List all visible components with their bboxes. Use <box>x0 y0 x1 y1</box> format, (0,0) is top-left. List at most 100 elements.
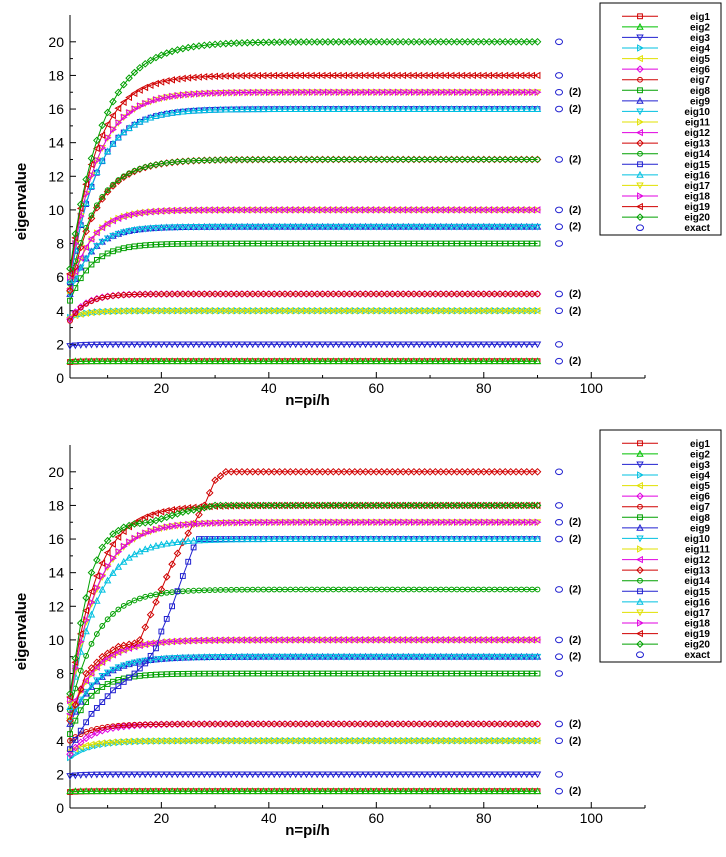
data-point-eig18 <box>513 88 520 96</box>
data-point-eig16 <box>125 553 133 561</box>
data-point-eig3 <box>410 771 418 779</box>
data-point-eig10 <box>474 653 483 661</box>
data-point-eig18 <box>421 518 429 526</box>
data-point-eig10 <box>351 223 359 231</box>
data-point-eig7 <box>330 721 337 727</box>
legend-marker-eig7 <box>637 503 643 510</box>
data-point-eig2 <box>286 787 295 795</box>
data-point-eig14 <box>432 586 439 593</box>
data-point-eig19 <box>162 506 170 515</box>
data-point-eig14 <box>378 586 385 593</box>
x-tick-label: 100 <box>580 810 604 826</box>
data-point-eig16 <box>259 105 268 113</box>
data-point-eig10 <box>415 653 424 661</box>
data-point-eig7 <box>255 291 261 297</box>
data-point-eig3 <box>528 341 536 349</box>
data-point-eig10 <box>265 653 273 661</box>
data-point-eig3 <box>200 341 209 349</box>
data-point-eig7 <box>502 291 509 297</box>
data-point-eig12 <box>135 641 143 650</box>
data-point-eig16 <box>238 105 246 113</box>
data-point-eig14 <box>518 586 525 593</box>
data-point-eig8 <box>303 670 310 677</box>
data-point-eig2 <box>410 787 418 795</box>
data-point-eig6 <box>82 734 90 743</box>
data-point-eig13 <box>485 467 493 476</box>
data-point-eig8 <box>115 246 122 253</box>
data-point-eig8 <box>421 240 428 247</box>
data-point-eig2 <box>141 357 149 365</box>
data-point-eig7 <box>201 721 208 727</box>
data-point-eig18 <box>497 518 504 526</box>
data-point-eig16 <box>474 535 483 542</box>
data-point-eig20 <box>157 515 166 523</box>
data-point-eig13 <box>232 467 241 476</box>
data-point-eig13 <box>76 685 85 694</box>
data-point-eig8 <box>400 240 407 247</box>
data-point-eig7 <box>147 291 154 298</box>
legend-marker-eig6 <box>636 492 644 500</box>
data-point-eig20 <box>501 37 510 46</box>
y-tick-label: 14 <box>48 135 64 151</box>
data-point-eig10 <box>453 223 461 231</box>
data-point-eig8 <box>142 242 149 249</box>
data-point-eig10 <box>184 654 192 662</box>
data-point-eig12 <box>103 219 111 228</box>
data-point-eig2 <box>480 357 488 365</box>
data-point-eig14 <box>255 586 261 593</box>
data-point-eig20 <box>243 501 252 510</box>
data-point-eig16 <box>157 540 166 548</box>
data-point-eig18 <box>362 88 370 96</box>
data-point-eig8 <box>389 670 396 677</box>
data-point-eig16 <box>291 105 300 112</box>
data-point-eig3 <box>447 771 456 779</box>
data-point-eig20 <box>431 37 440 46</box>
data-point-eig2 <box>528 787 536 795</box>
data-point-eig18 <box>400 88 408 96</box>
data-point-eig13 <box>254 467 262 476</box>
data-point-eig13 <box>286 467 295 476</box>
data-point-eig7 <box>421 291 428 297</box>
data-point-eig2 <box>120 357 128 365</box>
data-point-eig2 <box>291 357 300 365</box>
data-point-eig18 <box>491 518 499 526</box>
multiplicity-label: (2) <box>569 306 581 317</box>
data-point-eig18 <box>432 88 440 96</box>
series-eig8 <box>67 240 541 304</box>
series-eig18 <box>67 88 542 281</box>
data-point-eig19 <box>66 693 73 701</box>
data-point-eig7 <box>244 721 251 727</box>
data-point-eig7 <box>276 721 283 727</box>
data-point-eig20 <box>162 513 171 522</box>
exact-point <box>555 357 564 365</box>
data-point-eig3 <box>109 771 117 779</box>
data-point-eig3 <box>523 771 531 779</box>
legend-marker-eig4 <box>637 44 644 52</box>
data-point-eig18 <box>534 88 542 96</box>
data-point-eig16 <box>334 535 343 542</box>
data-point-eig2 <box>136 357 144 365</box>
data-point-eig18 <box>330 88 338 96</box>
data-point-eig6 <box>71 743 80 752</box>
data-point-eig14 <box>368 586 374 593</box>
data-point-eig16 <box>265 105 273 113</box>
data-point-eig13 <box>130 639 139 648</box>
data-point-eig13 <box>136 636 144 644</box>
legend-marker-eig9 <box>636 523 644 531</box>
data-point-eig20 <box>162 49 171 57</box>
data-point-eig13 <box>356 467 365 476</box>
data-point-eig14 <box>217 157 224 163</box>
data-point-eig2 <box>458 357 467 365</box>
data-point-eig20 <box>103 536 112 545</box>
data-point-eig12 <box>533 206 541 214</box>
exact-point <box>555 518 564 526</box>
data-point-eig13 <box>76 243 85 252</box>
data-point-eig16 <box>324 105 332 112</box>
data-point-eig3 <box>372 341 381 349</box>
multiplicity-label: (2) <box>569 289 581 300</box>
data-point-eig8 <box>497 670 503 677</box>
exact-values: (2)(2)(2)(2)(2)(2)(2)(2) <box>555 38 581 367</box>
data-point-eig20 <box>243 38 252 47</box>
data-point-eig3 <box>173 341 182 349</box>
data-point-eig18 <box>212 89 220 97</box>
